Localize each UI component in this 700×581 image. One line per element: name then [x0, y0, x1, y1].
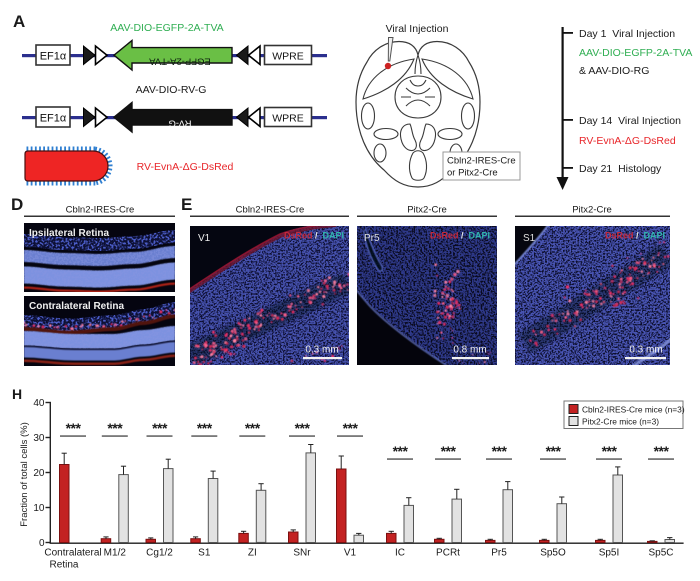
svg-text:D: D: [11, 195, 23, 214]
svg-text:DsRed: DsRed: [430, 231, 459, 241]
svg-text:***: ***: [295, 420, 311, 436]
svg-text:Cbln2-IRES-Cre mice (n=3): Cbln2-IRES-Cre mice (n=3): [582, 405, 685, 415]
svg-text:30: 30: [33, 433, 45, 444]
svg-text:***: ***: [152, 420, 168, 436]
svg-text:DAPI: DAPI: [643, 231, 665, 241]
svg-text:AAV-DIO-RV-G: AAV-DIO-RV-G: [136, 84, 207, 96]
svg-text:Cbln2-IRES-Cre: Cbln2-IRES-Cre: [236, 205, 305, 216]
svg-text:Sp5I: Sp5I: [599, 548, 620, 559]
svg-text:0: 0: [39, 538, 45, 549]
svg-text:DsRed: DsRed: [284, 231, 313, 241]
svg-text:S1: S1: [198, 548, 211, 559]
svg-text:Pitx2-Cre: Pitx2-Cre: [572, 205, 612, 216]
svg-text:***: ***: [245, 420, 261, 436]
svg-text:EF1α: EF1α: [40, 51, 67, 63]
svg-text:Retina: Retina: [50, 560, 79, 571]
svg-text:0.3 mm: 0.3 mm: [629, 345, 662, 356]
svg-text:AAV-DIO-EGFP-2A-TVA: AAV-DIO-EGFP-2A-TVA: [579, 47, 692, 59]
svg-text:RV-EvnA-ΔG-DsRed: RV-EvnA-ΔG-DsRed: [137, 161, 234, 173]
svg-text:***: ***: [66, 420, 82, 436]
svg-text:SNr: SNr: [293, 548, 311, 559]
svg-text:20: 20: [33, 468, 45, 479]
svg-text:DAPI: DAPI: [468, 231, 490, 241]
svg-text:M1/2: M1/2: [104, 548, 127, 559]
svg-text:0.3 mm: 0.3 mm: [305, 345, 338, 356]
svg-text:H: H: [12, 386, 22, 402]
svg-text:10: 10: [33, 503, 45, 514]
svg-text:0.8 mm: 0.8 mm: [453, 345, 486, 356]
svg-text:Contralateral Retina: Contralateral Retina: [29, 301, 124, 312]
svg-text:Pr5: Pr5: [491, 548, 507, 559]
svg-text:Sp5C: Sp5C: [648, 548, 673, 559]
svg-text:DsRed: DsRed: [605, 231, 634, 241]
svg-text:***: ***: [492, 443, 508, 459]
svg-text:***: ***: [107, 420, 123, 436]
svg-text:/: /: [461, 231, 464, 241]
svg-text:E: E: [181, 195, 192, 214]
svg-text:or Pitx2-Cre: or Pitx2-Cre: [447, 168, 498, 179]
svg-text:WPRE: WPRE: [272, 51, 304, 63]
svg-text:Contralateral: Contralateral: [44, 548, 101, 559]
svg-text:RV-G: RV-G: [168, 118, 191, 129]
svg-text:A: A: [13, 12, 25, 31]
svg-text:WPRE: WPRE: [272, 113, 304, 125]
svg-text:Ipsilateral Retina: Ipsilateral Retina: [29, 228, 109, 239]
svg-text:40: 40: [33, 398, 45, 409]
svg-text:Day 1 Viral Injection: Day 1 Viral Injection: [579, 28, 675, 40]
svg-text:Cbln2-IRES-Cre: Cbln2-IRES-Cre: [447, 156, 516, 167]
svg-text:/: /: [315, 231, 318, 241]
svg-text:PCRt: PCRt: [436, 548, 460, 559]
svg-text:ZI: ZI: [248, 548, 257, 559]
svg-text:& AAV-DIO-RG: & AAV-DIO-RG: [579, 65, 649, 77]
svg-text:***: ***: [393, 443, 409, 459]
svg-text:V1: V1: [198, 233, 211, 244]
svg-text:***: ***: [197, 420, 213, 436]
svg-text:Pr5: Pr5: [364, 233, 380, 244]
svg-text:V1: V1: [344, 548, 357, 559]
svg-text:AAV-DIO-EGFP-2A-TVA: AAV-DIO-EGFP-2A-TVA: [110, 22, 223, 34]
svg-text:DAPI: DAPI: [322, 231, 344, 241]
svg-text:RV-EvnA-ΔG-DsRed: RV-EvnA-ΔG-DsRed: [579, 135, 676, 147]
svg-text:Cbln2-IRES-Cre: Cbln2-IRES-Cre: [66, 205, 135, 216]
svg-text:Day 14 Viral Injection: Day 14 Viral Injection: [579, 115, 681, 127]
svg-text:Fraction of total cells (%): Fraction of total cells (%): [19, 422, 30, 527]
svg-text:IC: IC: [395, 548, 405, 559]
svg-text:Sp5O: Sp5O: [540, 548, 566, 559]
svg-text:/: /: [636, 231, 639, 241]
svg-text:EGFP-2A-TVA: EGFP-2A-TVA: [149, 56, 211, 67]
svg-text:***: ***: [602, 443, 618, 459]
svg-text:S1: S1: [523, 233, 536, 244]
svg-text:***: ***: [343, 420, 359, 436]
svg-text:Pitx2-Cre mice (n=3): Pitx2-Cre mice (n=3): [582, 417, 659, 427]
svg-text:***: ***: [546, 443, 562, 459]
svg-text:Day 21 Histology: Day 21 Histology: [579, 163, 662, 175]
svg-text:Viral Injection: Viral Injection: [386, 23, 449, 35]
svg-text:Cg1/2: Cg1/2: [146, 548, 173, 559]
svg-text:Pitx2-Cre: Pitx2-Cre: [407, 205, 447, 216]
svg-text:***: ***: [654, 443, 670, 459]
svg-text:EF1α: EF1α: [40, 113, 67, 125]
svg-text:***: ***: [441, 443, 457, 459]
